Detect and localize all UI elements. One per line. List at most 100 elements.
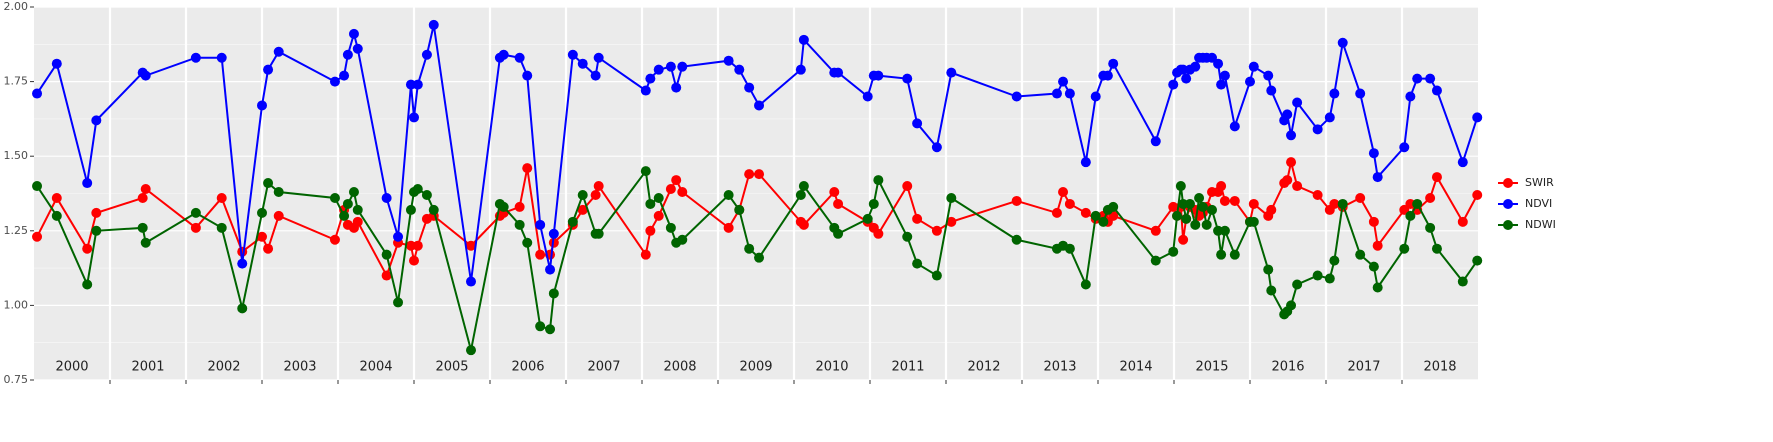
data-point <box>51 192 62 203</box>
data-point <box>329 76 340 87</box>
data-point <box>577 189 588 200</box>
data-point <box>409 112 419 123</box>
data-point <box>32 231 43 242</box>
data-point <box>412 240 423 251</box>
data-point <box>1472 189 1483 200</box>
data-point <box>912 258 923 269</box>
data-point <box>1355 88 1366 99</box>
data-point <box>140 237 151 248</box>
data-point <box>1337 198 1348 209</box>
data-point <box>1178 64 1189 75</box>
data-point <box>535 321 546 332</box>
data-point <box>1058 187 1069 198</box>
y-tick-label: 1.00 <box>4 298 29 311</box>
data-point <box>833 228 844 239</box>
data-point <box>1064 198 1075 209</box>
data-point <box>744 243 755 254</box>
data-point <box>1324 273 1335 284</box>
data-point <box>190 222 201 233</box>
data-point <box>1266 204 1277 215</box>
data-point <box>137 222 148 233</box>
data-point <box>1058 76 1069 87</box>
year-label: 2011 <box>891 360 924 375</box>
data-point <box>1425 222 1436 233</box>
data-point <box>723 222 734 233</box>
legend-key-point <box>1503 199 1513 209</box>
data-point <box>237 303 248 314</box>
year-label: 2003 <box>283 360 316 375</box>
data-point <box>82 243 93 254</box>
data-point <box>1472 112 1483 123</box>
data-point <box>593 228 604 239</box>
data-point <box>1011 234 1022 245</box>
data-point <box>723 55 734 66</box>
data-point <box>522 163 533 174</box>
data-point <box>1245 76 1255 87</box>
legend-label: NDWI <box>1525 218 1556 231</box>
data-point <box>263 64 274 75</box>
data-point <box>640 166 651 177</box>
data-point <box>671 82 682 93</box>
data-point <box>381 249 392 260</box>
y-tick-label: 1.50 <box>4 149 29 162</box>
data-point <box>1175 181 1186 192</box>
data-point <box>412 184 423 195</box>
data-point <box>1372 172 1383 183</box>
data-point <box>1329 88 1340 99</box>
data-point <box>1329 198 1340 209</box>
data-point <box>734 204 745 215</box>
data-point <box>873 175 884 186</box>
legend-key-point <box>1503 220 1513 230</box>
data-point <box>428 19 439 30</box>
data-point <box>1412 198 1423 209</box>
data-point <box>1216 79 1227 90</box>
data-point <box>348 28 359 39</box>
data-point <box>1213 225 1224 236</box>
data-point <box>1405 198 1416 209</box>
data-point <box>405 240 416 251</box>
data-point <box>216 192 227 203</box>
data-point <box>1150 225 1161 236</box>
data-point <box>677 234 688 245</box>
data-point <box>352 204 363 215</box>
data-point <box>946 192 957 203</box>
data-point <box>567 216 578 227</box>
data-point <box>1051 88 1062 99</box>
data-point <box>1219 195 1230 206</box>
data-point <box>1282 109 1293 120</box>
data-point <box>514 52 525 63</box>
data-point <box>1324 112 1335 123</box>
data-point <box>466 345 476 356</box>
data-point <box>263 178 274 189</box>
data-point <box>82 178 93 189</box>
data-point <box>1263 70 1274 81</box>
data-point <box>862 213 873 224</box>
data-point <box>352 216 363 227</box>
data-point <box>1080 157 1091 168</box>
data-point <box>514 201 525 212</box>
data-point <box>548 228 559 239</box>
data-point <box>273 210 284 221</box>
data-point <box>1184 198 1195 209</box>
data-point <box>1282 175 1293 186</box>
data-point <box>1425 73 1436 84</box>
data-point <box>535 249 546 260</box>
data-point <box>567 49 578 60</box>
year-label: 2007 <box>587 360 620 375</box>
data-point <box>1266 85 1277 96</box>
data-point <box>902 73 913 84</box>
data-point <box>653 210 664 221</box>
data-point <box>190 207 201 218</box>
data-point <box>795 189 806 200</box>
data-point <box>640 249 651 260</box>
data-point <box>1431 243 1442 254</box>
data-point <box>1080 207 1091 218</box>
data-point <box>1337 37 1348 48</box>
data-point <box>593 181 604 192</box>
data-point <box>545 264 556 275</box>
data-point <box>342 198 353 209</box>
data-point <box>833 198 844 209</box>
data-point <box>1207 204 1217 215</box>
data-point <box>1108 58 1119 69</box>
